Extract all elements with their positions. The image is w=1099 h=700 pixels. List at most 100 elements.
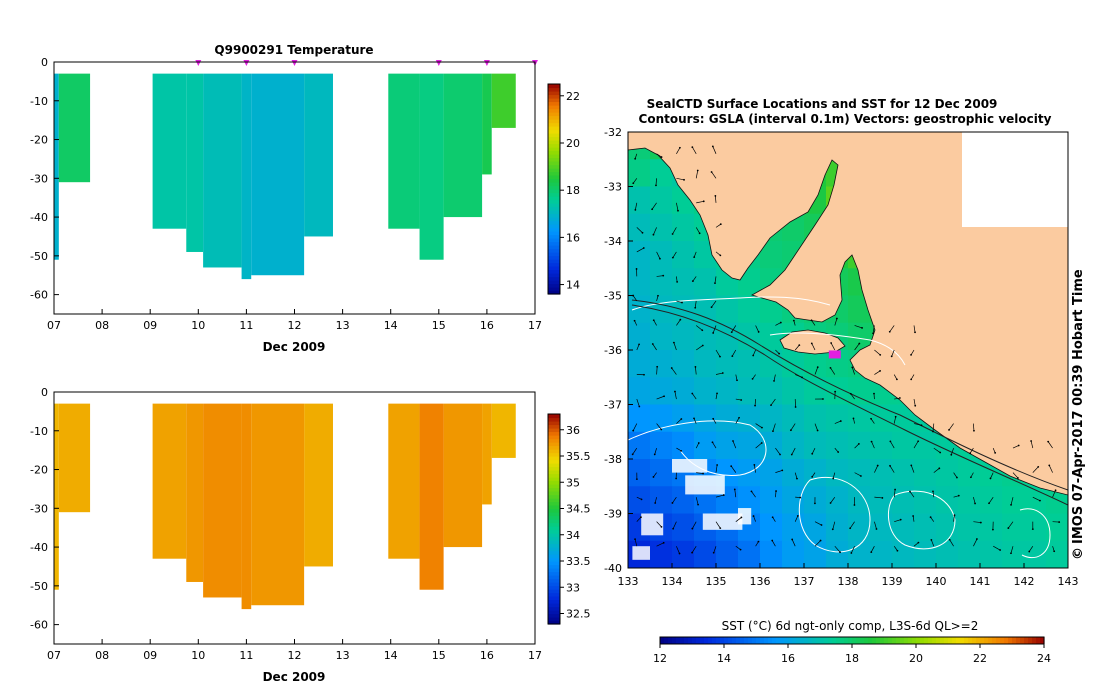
copyright-symbol: © — [1071, 547, 1086, 560]
sst-cell — [628, 404, 651, 433]
velocity-vector — [973, 497, 976, 504]
map-colorbar-segment — [716, 637, 721, 644]
sst-cell — [1046, 513, 1068, 542]
velocity-vector — [656, 395, 665, 400]
sst-cell — [782, 459, 805, 487]
colorbar-segment — [548, 245, 560, 250]
profile-cell — [241, 403, 252, 610]
vector-head — [910, 464, 913, 467]
sst-cell — [958, 513, 981, 542]
velocity-vector — [854, 343, 860, 351]
vector-head — [710, 306, 713, 309]
velocity-vector — [851, 367, 855, 375]
map-colorbar-segment — [936, 637, 941, 644]
sst-map-panel: SealCTD Surface Locations and SST for 12… — [604, 97, 1086, 665]
profile-marker — [291, 60, 298, 66]
vector-head — [660, 428, 663, 431]
vector-head — [654, 502, 657, 504]
colorbar-segment — [548, 578, 560, 583]
vector-head — [751, 377, 754, 380]
profile-cell — [388, 403, 420, 559]
map-y-tick-label: -34 — [604, 235, 622, 248]
velocity-vector — [656, 153, 662, 158]
velocity-vector — [696, 200, 704, 204]
colorbar-segment — [548, 248, 560, 253]
vector-head — [811, 452, 814, 455]
map-colorbar-segment — [960, 637, 965, 644]
sst-cell — [650, 459, 673, 487]
map-colorbar-segment — [764, 637, 769, 644]
velocity-vector — [1008, 521, 1014, 529]
velocity-vector — [632, 423, 638, 431]
velocity-vector — [676, 147, 681, 154]
velocity-vector — [715, 393, 718, 400]
seal-location — [828, 350, 841, 359]
sst-cell — [672, 268, 695, 296]
sst-cell — [760, 459, 783, 487]
salinity-profiles — [54, 403, 516, 610]
sst-cell — [958, 540, 981, 568]
sst-cell — [760, 350, 783, 378]
map-colorbar-segment — [884, 637, 889, 644]
velocity-vector — [953, 515, 955, 522]
x-tick-label: 09 — [143, 649, 157, 662]
sst-cell — [848, 322, 871, 351]
vector-head — [701, 329, 704, 332]
sst-cell — [760, 513, 783, 542]
profile-cell — [54, 73, 59, 260]
colorbar-segment — [548, 182, 560, 187]
vector-head — [896, 549, 899, 552]
vector-head — [910, 378, 913, 381]
vector-head — [1010, 503, 1012, 506]
map-colorbar-segment — [984, 637, 989, 644]
colorbar-segment — [548, 442, 560, 447]
map-colorbar-segment — [992, 637, 997, 644]
vector-head — [642, 247, 645, 249]
vector-head — [693, 256, 696, 259]
vector-head — [757, 331, 760, 333]
colorbar-segment — [548, 536, 560, 541]
map-colorbar-segment — [916, 637, 921, 644]
velocity-vector — [695, 170, 699, 179]
vector-head — [917, 541, 920, 544]
vector-head — [814, 502, 816, 505]
velocity-vector — [676, 276, 678, 282]
y-tick-label: -30 — [30, 172, 48, 185]
map-colorbar-segment — [796, 637, 801, 644]
sst-cell — [650, 486, 673, 514]
colorbar-segment — [548, 280, 560, 285]
colorbar-tick-label: 18 — [566, 184, 580, 197]
vector-head — [652, 476, 655, 478]
map-colorbar-segment — [920, 637, 925, 644]
velocity-vector — [715, 195, 717, 203]
sst-cell — [1024, 486, 1047, 514]
sst-cell — [782, 377, 805, 405]
vector-head — [796, 514, 799, 517]
vector-head — [760, 442, 763, 444]
colorbar-segment — [548, 91, 560, 96]
velocity-vector — [1010, 546, 1014, 554]
y-tick-label: -60 — [30, 619, 48, 632]
sst-cell — [760, 431, 783, 460]
vector-head — [701, 344, 704, 347]
velocity-vector — [695, 325, 703, 331]
velocity-vector — [772, 423, 776, 432]
map-colorbar-segment — [972, 637, 977, 644]
velocity-vector — [755, 423, 763, 428]
map-y-tick-label: -32 — [604, 126, 622, 139]
velocity-vector — [634, 539, 638, 547]
colorbar-segment — [548, 147, 560, 152]
velocity-vector — [715, 521, 721, 529]
map-colorbar-segment — [880, 637, 885, 644]
velocity-vector — [676, 418, 682, 424]
profile-cell — [186, 403, 204, 582]
colorbar-segment — [548, 168, 560, 173]
velocity-vector — [889, 325, 895, 332]
colorbar-segment — [548, 526, 560, 531]
colorbar-segment — [548, 571, 560, 576]
colorbar-segment — [548, 220, 560, 225]
velocity-vector — [932, 491, 935, 498]
sst-cell — [694, 295, 717, 324]
gsla-contour — [628, 420, 767, 476]
velocity-vector — [913, 325, 916, 333]
